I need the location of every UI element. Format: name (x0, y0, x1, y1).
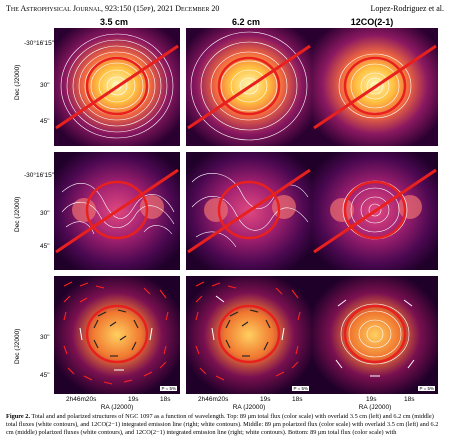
dec-tick-r3-3: 45" (40, 372, 50, 379)
total-flux-map-3.5cm (54, 28, 180, 146)
panel-vectors-3.5cm: P = 5% (54, 276, 180, 394)
panel-total-co (312, 28, 438, 146)
ra-tick-c2-3: 18s (292, 396, 303, 403)
polarization-vector-map-co (312, 276, 438, 394)
dec-tick-r1-1: -30°16'15" (24, 40, 55, 47)
dec-axis-label-row1: Dec (J2000) (14, 64, 21, 100)
figure-caption: Figure 2. Total and and polarized struct… (6, 413, 444, 438)
figure-label: Figure 2. (6, 413, 31, 420)
dec-axis-label-row3: Dec (J2000) (14, 328, 21, 364)
panel-polarized-3.5cm (54, 152, 180, 270)
ra-tick-c1-1: 2h46m20s (66, 396, 97, 403)
ra-tick-c1-2: 19s (128, 396, 139, 403)
vector-scale-legend-1: P = 5% (160, 386, 177, 391)
vector-scale-legend-3: P = 5% (418, 386, 435, 391)
author-header: Lopez-Rodriguez et al. (370, 4, 444, 13)
panel-total-6.2cm (186, 28, 312, 146)
caption-text: Total and and polarized structures of NG… (6, 413, 439, 437)
polarized-flux-map-6.2cm (186, 152, 312, 270)
ra-tick-c3-2: 18s (404, 396, 415, 403)
panel-polarized-6.2cm (186, 152, 312, 270)
column-title-co: 12CO(2-1) (350, 17, 394, 27)
ra-axis-label-col2: RA (J2000) (232, 404, 266, 411)
polarization-vector-map-6.2cm (186, 276, 312, 394)
ra-tick-c1-3: 18s (160, 396, 171, 403)
running-head: The Astrophysical Journal, 923:150 (15pp… (6, 3, 444, 15)
panel-vectors-6.2cm: P = 5% (186, 276, 312, 394)
dec-tick-r1-3: 45" (40, 118, 50, 125)
dec-tick-r1-2: 30" (40, 82, 50, 89)
dec-tick-r2-2: 30" (40, 210, 50, 217)
column-title-6.2cm: 6.2 cm (231, 17, 261, 27)
ra-axis-label-col1: RA (J2000) (100, 404, 134, 411)
dec-tick-r3-2: 30" (40, 334, 50, 341)
dec-tick-r2-1: -30°16'15" (24, 172, 55, 179)
dec-axis-label-row2: Dec (J2000) (14, 196, 21, 232)
dec-tick-r2-3: 45" (40, 243, 50, 250)
total-flux-map-co (312, 28, 438, 146)
vector-scale-legend-2: P = 5% (292, 386, 309, 391)
panel-total-3.5cm (54, 28, 180, 146)
ra-tick-c3-1: 19s (366, 396, 377, 403)
polarization-vector-map-3.5cm (54, 276, 180, 394)
polarized-flux-map-co (312, 152, 438, 270)
journal-citation: The Astrophysical Journal, 923:150 (15pp… (6, 4, 220, 13)
ra-tick-c2-2: 19s (260, 396, 271, 403)
column-title-3.5cm: 3.5 cm (99, 17, 129, 27)
ra-axis-label-col3: RA (J2000) (358, 404, 392, 411)
panel-polarized-co (312, 152, 438, 270)
polarized-flux-map-3.5cm (54, 152, 180, 270)
total-flux-map-6.2cm (186, 28, 312, 146)
ra-tick-c2-1: 2h46m20s (198, 396, 229, 403)
panel-vectors-co: P = 5% (312, 276, 438, 394)
